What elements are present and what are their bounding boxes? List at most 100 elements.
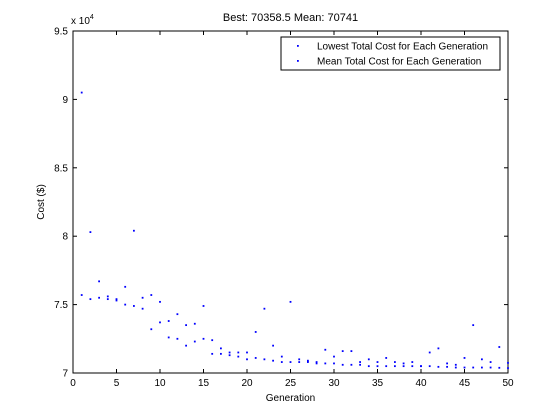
data-point bbox=[324, 348, 327, 351]
data-point bbox=[254, 331, 257, 333]
data-point bbox=[115, 299, 118, 302]
data-point bbox=[263, 307, 266, 310]
data-point bbox=[481, 366, 483, 369]
series-mean bbox=[80, 91, 509, 368]
data-point bbox=[106, 295, 109, 298]
data-point bbox=[507, 367, 509, 369]
y-axis-ticks: 7 7.5 8 8.5 9 9.5 bbox=[54, 27, 508, 380]
data-point bbox=[246, 358, 248, 361]
data-point bbox=[385, 357, 388, 359]
data-point bbox=[298, 361, 301, 363]
data-point bbox=[437, 365, 440, 368]
x-tick-label: 20 bbox=[241, 378, 253, 389]
legend: Lowest Total Cost for Each Generation Me… bbox=[280, 36, 501, 71]
data-point bbox=[411, 365, 414, 368]
data-point bbox=[211, 352, 214, 355]
x-tick-label: 40 bbox=[415, 378, 427, 389]
data-point bbox=[411, 361, 414, 363]
x-tick-label: 10 bbox=[154, 378, 166, 389]
y-tick-label: 8 bbox=[62, 232, 68, 243]
data-point bbox=[333, 355, 335, 358]
data-point bbox=[237, 351, 240, 354]
y-tick-label: 9 bbox=[62, 95, 68, 106]
x-axis-ticks: 0 5 10 15 20 25 30 35 40 45 50 bbox=[70, 31, 514, 389]
data-point bbox=[394, 365, 396, 368]
y-axis-multiplier-base: x 10 bbox=[71, 16, 90, 27]
x-tick-label: 45 bbox=[459, 378, 471, 389]
data-point bbox=[341, 350, 344, 353]
data-point bbox=[481, 358, 483, 361]
data-point bbox=[307, 359, 309, 362]
data-point bbox=[454, 366, 457, 369]
data-point bbox=[463, 366, 466, 369]
data-point bbox=[280, 355, 283, 358]
data-point bbox=[324, 362, 327, 365]
plot-area bbox=[72, 30, 509, 374]
x-axis-label: Generation bbox=[266, 393, 315, 404]
data-point bbox=[176, 337, 179, 340]
data-point bbox=[246, 351, 248, 354]
data-point bbox=[263, 358, 266, 361]
data-point bbox=[228, 354, 231, 357]
data-point bbox=[141, 296, 144, 299]
data-point bbox=[472, 366, 475, 369]
data-point bbox=[359, 363, 361, 366]
data-point bbox=[280, 361, 283, 363]
data-point bbox=[428, 351, 431, 354]
data-point bbox=[133, 229, 135, 232]
y-tick-label: 8.5 bbox=[54, 163, 68, 174]
y-axis-multiplier-exponent: 4 bbox=[90, 14, 94, 21]
data-point bbox=[80, 294, 83, 296]
data-point bbox=[315, 361, 318, 363]
chart-title: Best: 70358.5 Mean: 70741 bbox=[223, 12, 358, 24]
y-tick-label: 7.5 bbox=[54, 300, 68, 311]
data-point bbox=[498, 366, 501, 369]
x-tick-label: 30 bbox=[328, 378, 340, 389]
data-point bbox=[359, 361, 361, 363]
data-point bbox=[333, 362, 335, 365]
legend-marker-lowest bbox=[297, 45, 299, 47]
data-point bbox=[202, 337, 205, 340]
data-point bbox=[124, 285, 127, 288]
data-point bbox=[289, 300, 292, 303]
data-point bbox=[454, 363, 457, 366]
data-point bbox=[193, 340, 196, 343]
data-point bbox=[89, 298, 92, 301]
data-point bbox=[228, 351, 231, 354]
data-point bbox=[167, 336, 170, 339]
data-point bbox=[507, 361, 509, 364]
data-point bbox=[446, 362, 448, 365]
data-point bbox=[272, 359, 274, 362]
x-tick-label: 50 bbox=[502, 378, 514, 389]
series-layer bbox=[80, 91, 509, 369]
data-point bbox=[402, 362, 405, 365]
data-point bbox=[341, 363, 344, 366]
data-point bbox=[220, 352, 222, 355]
data-point bbox=[98, 296, 100, 299]
data-point bbox=[402, 365, 405, 368]
data-point bbox=[420, 365, 422, 368]
data-point bbox=[437, 347, 440, 350]
y-axis-multiplier: x 104 bbox=[71, 14, 94, 27]
data-point bbox=[98, 280, 100, 283]
data-point bbox=[159, 300, 161, 303]
data-point bbox=[254, 357, 257, 359]
data-point bbox=[394, 361, 396, 363]
data-point bbox=[385, 365, 388, 368]
data-point bbox=[193, 322, 196, 325]
data-point bbox=[89, 231, 92, 233]
data-point bbox=[211, 339, 214, 342]
data-point bbox=[176, 313, 179, 316]
data-point bbox=[367, 365, 370, 368]
data-point bbox=[498, 346, 501, 348]
data-point bbox=[220, 347, 222, 350]
series-lowest bbox=[80, 294, 509, 369]
data-point bbox=[115, 298, 118, 301]
data-point bbox=[376, 361, 379, 363]
data-point bbox=[272, 344, 274, 347]
data-point bbox=[289, 361, 292, 363]
data-point bbox=[124, 303, 127, 306]
data-point bbox=[489, 361, 492, 363]
data-point bbox=[237, 355, 240, 358]
